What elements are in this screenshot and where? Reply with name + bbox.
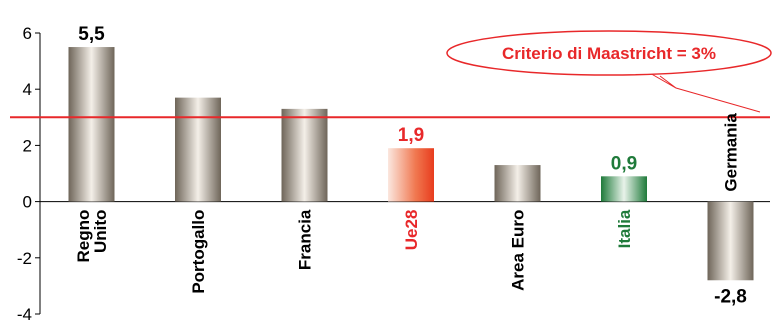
category-label-line: Ue28 [402, 210, 421, 251]
bar-regno-unito [68, 47, 115, 202]
category-label-line: Regno [74, 210, 93, 263]
category-label-line: Italia [615, 209, 634, 248]
y-tick-label: 4 [23, 80, 32, 99]
category-label-line: Francia [296, 209, 315, 270]
bar-area-euro [494, 165, 541, 202]
data-label: 0,9 [611, 153, 637, 174]
reference-line-label: Criterio di Maastricht = 3% [502, 44, 716, 63]
bar-ue28 [388, 148, 434, 202]
bar-germania [707, 201, 754, 281]
category-label: Portogallo [189, 210, 208, 294]
data-label: -2,8 [714, 286, 747, 307]
y-tick-label: 2 [23, 136, 32, 155]
bar-portogallo [175, 97, 221, 202]
category-label: Ue28 [402, 210, 421, 251]
category-label-line: Unito [91, 210, 110, 253]
callout-bubble [446, 30, 772, 76]
y-tick-label: 6 [23, 24, 32, 43]
category-label: Area Euro [509, 210, 528, 291]
bar-francia [281, 108, 328, 202]
y-tick-label: 0 [23, 193, 32, 212]
category-label: Germania [722, 113, 741, 192]
category-label-line: Area Euro [509, 210, 528, 291]
category-label-line: Germania [722, 113, 741, 192]
category-label: Francia [296, 209, 315, 270]
category-label: Italia [615, 209, 634, 248]
data-label: 1,9 [398, 125, 424, 146]
bar-italia [601, 176, 647, 202]
bars-layer [68, 47, 754, 281]
y-tick-label: -2 [17, 249, 32, 268]
callout-pointer [647, 71, 761, 113]
data-label: 5,5 [78, 24, 105, 45]
category-label-line: Portogallo [189, 210, 208, 294]
y-tick-label: -4 [17, 305, 32, 324]
reference-layer: Criterio di Maastricht = 3% [10, 30, 772, 119]
